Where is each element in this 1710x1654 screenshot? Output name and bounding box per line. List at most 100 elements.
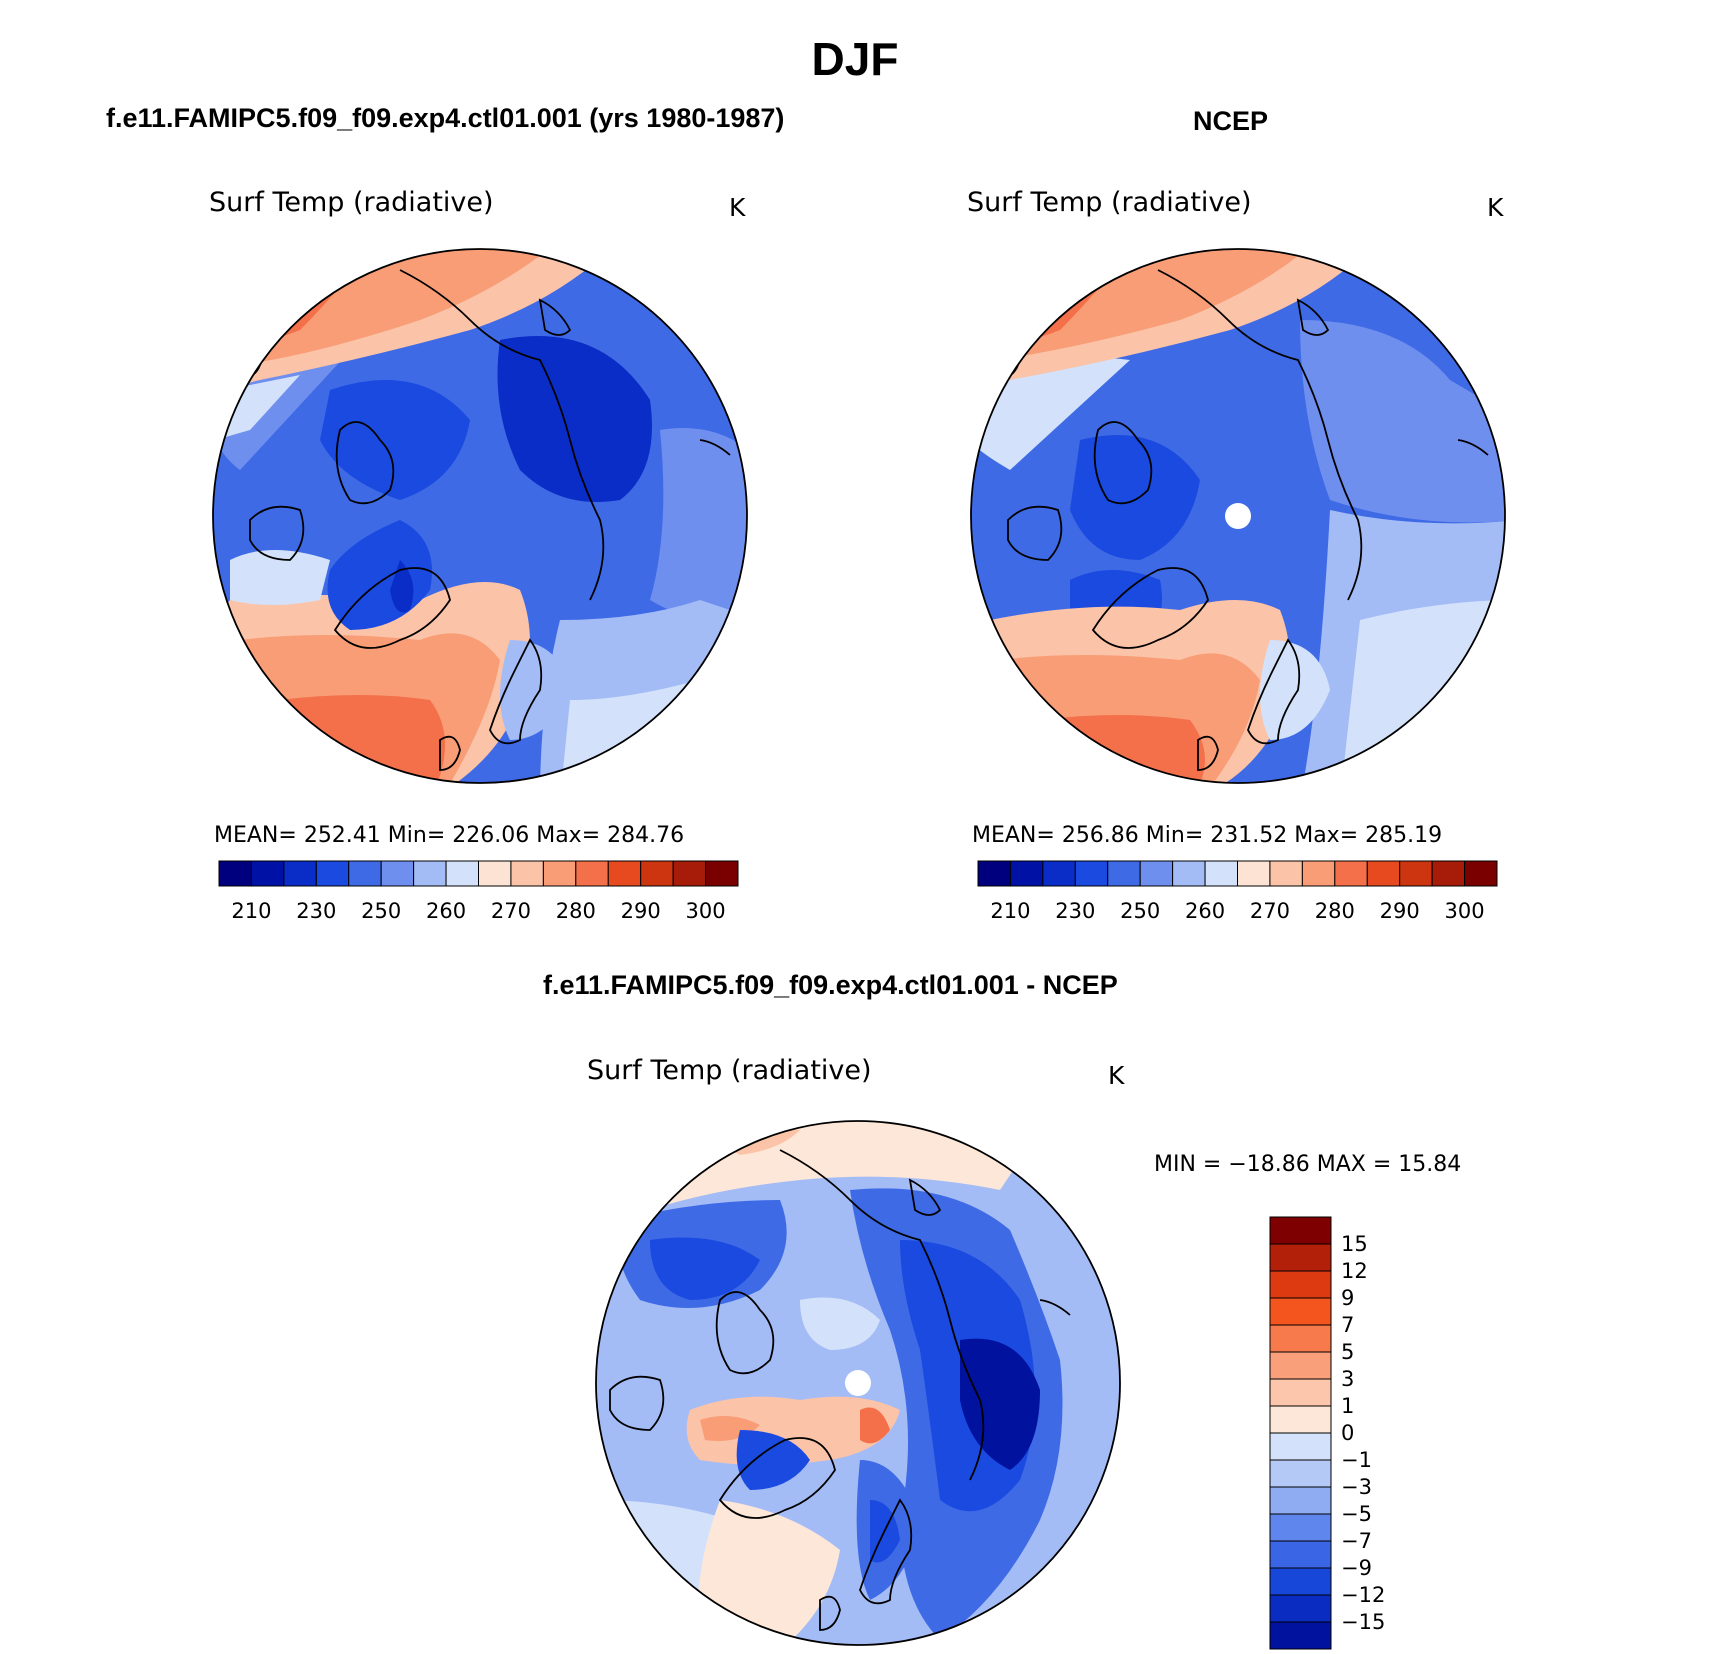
colorbar-diff-tick-label: −9 bbox=[1341, 1556, 1372, 1580]
colorbar-obs-swatch-1 bbox=[1009, 860, 1044, 887]
colorbar-diff: 15 12 9 7 5 3 1 0 −1 −3 −5 −7 −9 −12 −15 bbox=[1269, 1216, 1385, 1650]
colorbar-model-tick-label: 300 bbox=[686, 899, 726, 923]
map-region-cool-pale bbox=[1340, 600, 1505, 783]
colorbar-diff-tick-label: −5 bbox=[1341, 1502, 1372, 1526]
colorbar-diff-tick-label: −1 bbox=[1341, 1448, 1372, 1472]
map-region-cool-mid bbox=[650, 428, 747, 623]
colorbar-diff-swatch-12 bbox=[1269, 1540, 1332, 1569]
colorbar-model-swatch-12 bbox=[607, 860, 642, 887]
variable-label-diff: Surf Temp (radiative) bbox=[587, 1055, 872, 1086]
colorbar-obs-swatch-6 bbox=[1172, 860, 1206, 887]
map-region-cool-deep bbox=[736, 1430, 810, 1490]
map-region-cool-pale bbox=[800, 1297, 880, 1350]
colorbar-obs-swatch-2 bbox=[1042, 860, 1076, 887]
colorbar-obs-tick-label: 230 bbox=[1055, 899, 1095, 923]
colorbar-diff-swatch-5 bbox=[1269, 1351, 1332, 1380]
map-region-cool-deep bbox=[650, 1237, 760, 1300]
colorbar-obs-swatch-7 bbox=[1204, 860, 1238, 887]
colorbar-obs-tick-label: 270 bbox=[1250, 899, 1290, 923]
variable-label-obs: Surf Temp (radiative) bbox=[967, 187, 1252, 218]
map-region-warm-deep bbox=[860, 1407, 890, 1444]
map-region-cool-deep bbox=[320, 380, 470, 500]
colorbar-obs-swatch-5 bbox=[1139, 860, 1174, 887]
colorbar-diff-tick-label: 12 bbox=[1341, 1259, 1368, 1283]
colorbar-model-swatch-5 bbox=[380, 860, 415, 887]
colorbar-model-swatch-10 bbox=[542, 860, 577, 887]
colorbar-diff-swatch-8 bbox=[1269, 1432, 1332, 1461]
colorbar-diff-tick-label: 15 bbox=[1341, 1232, 1368, 1256]
map-region-diff-deepest bbox=[960, 1338, 1040, 1470]
colorbar-diff-swatch-15 bbox=[1269, 1621, 1332, 1650]
polar-map-model bbox=[212, 248, 748, 784]
colorbar-model-swatch-7 bbox=[445, 860, 479, 887]
colorbar-diff-tick-label: 1 bbox=[1341, 1394, 1354, 1418]
colorbar-obs-tick-label: 260 bbox=[1185, 899, 1225, 923]
colorbar-model-swatch-3 bbox=[315, 860, 350, 887]
colorbar-obs-swatch-12 bbox=[1366, 860, 1401, 887]
colorbar-obs-swatch-4 bbox=[1107, 860, 1141, 887]
colorbar-model-swatch-1 bbox=[250, 860, 285, 887]
colorbar-model-tick-label: 270 bbox=[491, 899, 531, 923]
colorbar-model-swatch-14 bbox=[672, 860, 707, 887]
colorbar-diff-swatch-4 bbox=[1269, 1324, 1332, 1353]
units-label-obs: K bbox=[1487, 193, 1504, 222]
stats-diff: MIN = −18.86 MAX = 15.84 bbox=[1154, 1152, 1462, 1177]
colorbar-diff-tick-label: 3 bbox=[1341, 1367, 1354, 1391]
colorbar-obs-swatch-13 bbox=[1399, 860, 1433, 887]
colorbar-model-tick-label: 290 bbox=[621, 899, 661, 923]
colorbar-diff-swatch-10 bbox=[1269, 1486, 1332, 1515]
colorbar-diff-tick-label: −3 bbox=[1341, 1475, 1372, 1499]
colorbar-model-tick-label: 280 bbox=[556, 899, 596, 923]
polar-map-obs bbox=[970, 248, 1506, 784]
colorbar-model-swatch-9 bbox=[510, 860, 544, 887]
colorbar-diff-tick-label: 0 bbox=[1341, 1421, 1354, 1445]
map-region-cool-pale bbox=[1260, 640, 1330, 740]
colorbar-obs-tick-label: 210 bbox=[990, 899, 1030, 923]
colorbar-diff-tick-label: 5 bbox=[1341, 1340, 1354, 1364]
colorbar-diff-swatch-14 bbox=[1269, 1594, 1332, 1623]
map-region-warm-deep bbox=[257, 695, 445, 783]
colorbar-diff-swatch-0 bbox=[1269, 1216, 1332, 1245]
colorbar-model-tick-label: 250 bbox=[361, 899, 401, 923]
colorbar-model-swatch-8 bbox=[478, 860, 512, 887]
colorbar-obs-swatch-3 bbox=[1074, 860, 1109, 887]
colorbar-obs-tick-label: 280 bbox=[1315, 899, 1355, 923]
colorbar-model-tick-label: 260 bbox=[426, 899, 466, 923]
colorbar-model-swatch-0 bbox=[218, 860, 252, 887]
colorbar-diff-swatch-13 bbox=[1269, 1567, 1332, 1596]
colorbar-obs-tick-label: 300 bbox=[1445, 899, 1485, 923]
colorbar-obs: 210 230 250 260 270 280 290 300 bbox=[977, 860, 1498, 923]
colorbar-diff-swatch-1 bbox=[1269, 1243, 1332, 1272]
colorbar-model-tick-label: 230 bbox=[296, 899, 336, 923]
colorbar-model-swatch-6 bbox=[413, 860, 447, 887]
colorbar-obs-swatch-10 bbox=[1301, 860, 1336, 887]
panel-header-obs: NCEP bbox=[1193, 106, 1269, 136]
colorbar-model-tick-label: 210 bbox=[231, 899, 271, 923]
colorbar-diff-tick-label: 7 bbox=[1341, 1313, 1354, 1337]
colorbar-model: 210 230 250 260 270 280 290 300 bbox=[218, 860, 739, 923]
colorbar-obs-swatch-15 bbox=[1464, 860, 1498, 887]
colorbar-model-swatch-4 bbox=[348, 860, 382, 887]
pole-marker-obs bbox=[1225, 503, 1251, 529]
colorbar-obs-swatch-14 bbox=[1431, 860, 1466, 887]
colorbar-diff-swatch-2 bbox=[1269, 1270, 1332, 1299]
colorbar-model-swatch-2 bbox=[283, 860, 317, 887]
colorbar-obs-tick-label: 250 bbox=[1120, 899, 1160, 923]
colorbar-obs-swatch-11 bbox=[1334, 860, 1368, 887]
colorbar-diff-tick-label: 9 bbox=[1341, 1286, 1354, 1310]
colorbar-obs-tick-label: 290 bbox=[1380, 899, 1420, 923]
colorbar-model-swatch-11 bbox=[575, 860, 609, 887]
map-region-cool-deep bbox=[1070, 435, 1200, 560]
colorbar-obs-swatch-0 bbox=[977, 860, 1011, 887]
stats-obs: MEAN= 256.86 Min= 231.52 Max= 285.19 bbox=[972, 823, 1443, 848]
colorbar-diff-tick-label: −7 bbox=[1341, 1529, 1372, 1553]
variable-label-model: Surf Temp (radiative) bbox=[209, 187, 494, 218]
colorbar-diff-tick-label: −15 bbox=[1341, 1610, 1385, 1634]
polar-map-diff bbox=[595, 1120, 1121, 1646]
page-title: DJF bbox=[811, 33, 899, 85]
colorbar-diff-swatch-3 bbox=[1269, 1297, 1332, 1326]
map-region-warm-deep bbox=[1017, 715, 1205, 783]
map-region-cool-mid bbox=[1300, 320, 1505, 523]
colorbar-diff-swatch-9 bbox=[1269, 1459, 1332, 1488]
colorbar-diff-tick-label: −12 bbox=[1341, 1583, 1385, 1607]
